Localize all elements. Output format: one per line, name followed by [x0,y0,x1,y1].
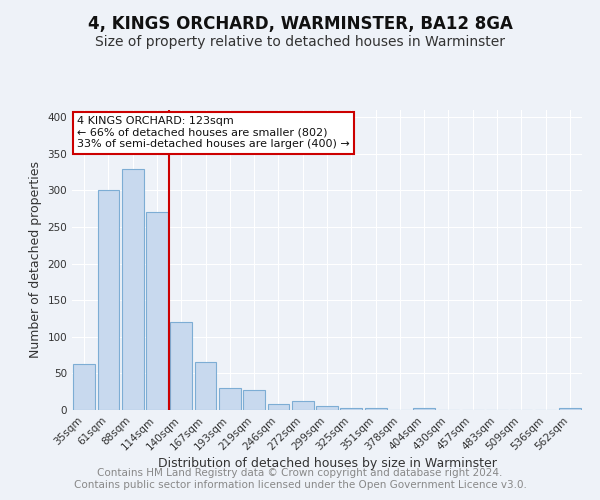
Bar [365,408,386,410]
Bar [146,212,168,410]
Bar [413,408,435,410]
Text: Contains HM Land Registry data © Crown copyright and database right 2024.
Contai: Contains HM Land Registry data © Crown c… [74,468,526,490]
Bar [97,190,119,410]
Bar [340,408,362,410]
Bar [292,401,314,410]
Bar [219,388,241,410]
Bar [73,364,95,410]
Bar [316,406,338,410]
Bar [268,404,289,410]
Bar [243,390,265,410]
Text: 4 KINGS ORCHARD: 123sqm
← 66% of detached houses are smaller (802)
33% of semi-d: 4 KINGS ORCHARD: 123sqm ← 66% of detache… [77,116,350,149]
Bar [122,168,143,410]
Y-axis label: Number of detached properties: Number of detached properties [29,162,42,358]
Bar [170,322,192,410]
Text: 4, KINGS ORCHARD, WARMINSTER, BA12 8GA: 4, KINGS ORCHARD, WARMINSTER, BA12 8GA [88,15,512,33]
Text: Size of property relative to detached houses in Warminster: Size of property relative to detached ho… [95,35,505,49]
X-axis label: Distribution of detached houses by size in Warminster: Distribution of detached houses by size … [158,458,496,470]
Bar [559,408,581,410]
Bar [194,362,217,410]
